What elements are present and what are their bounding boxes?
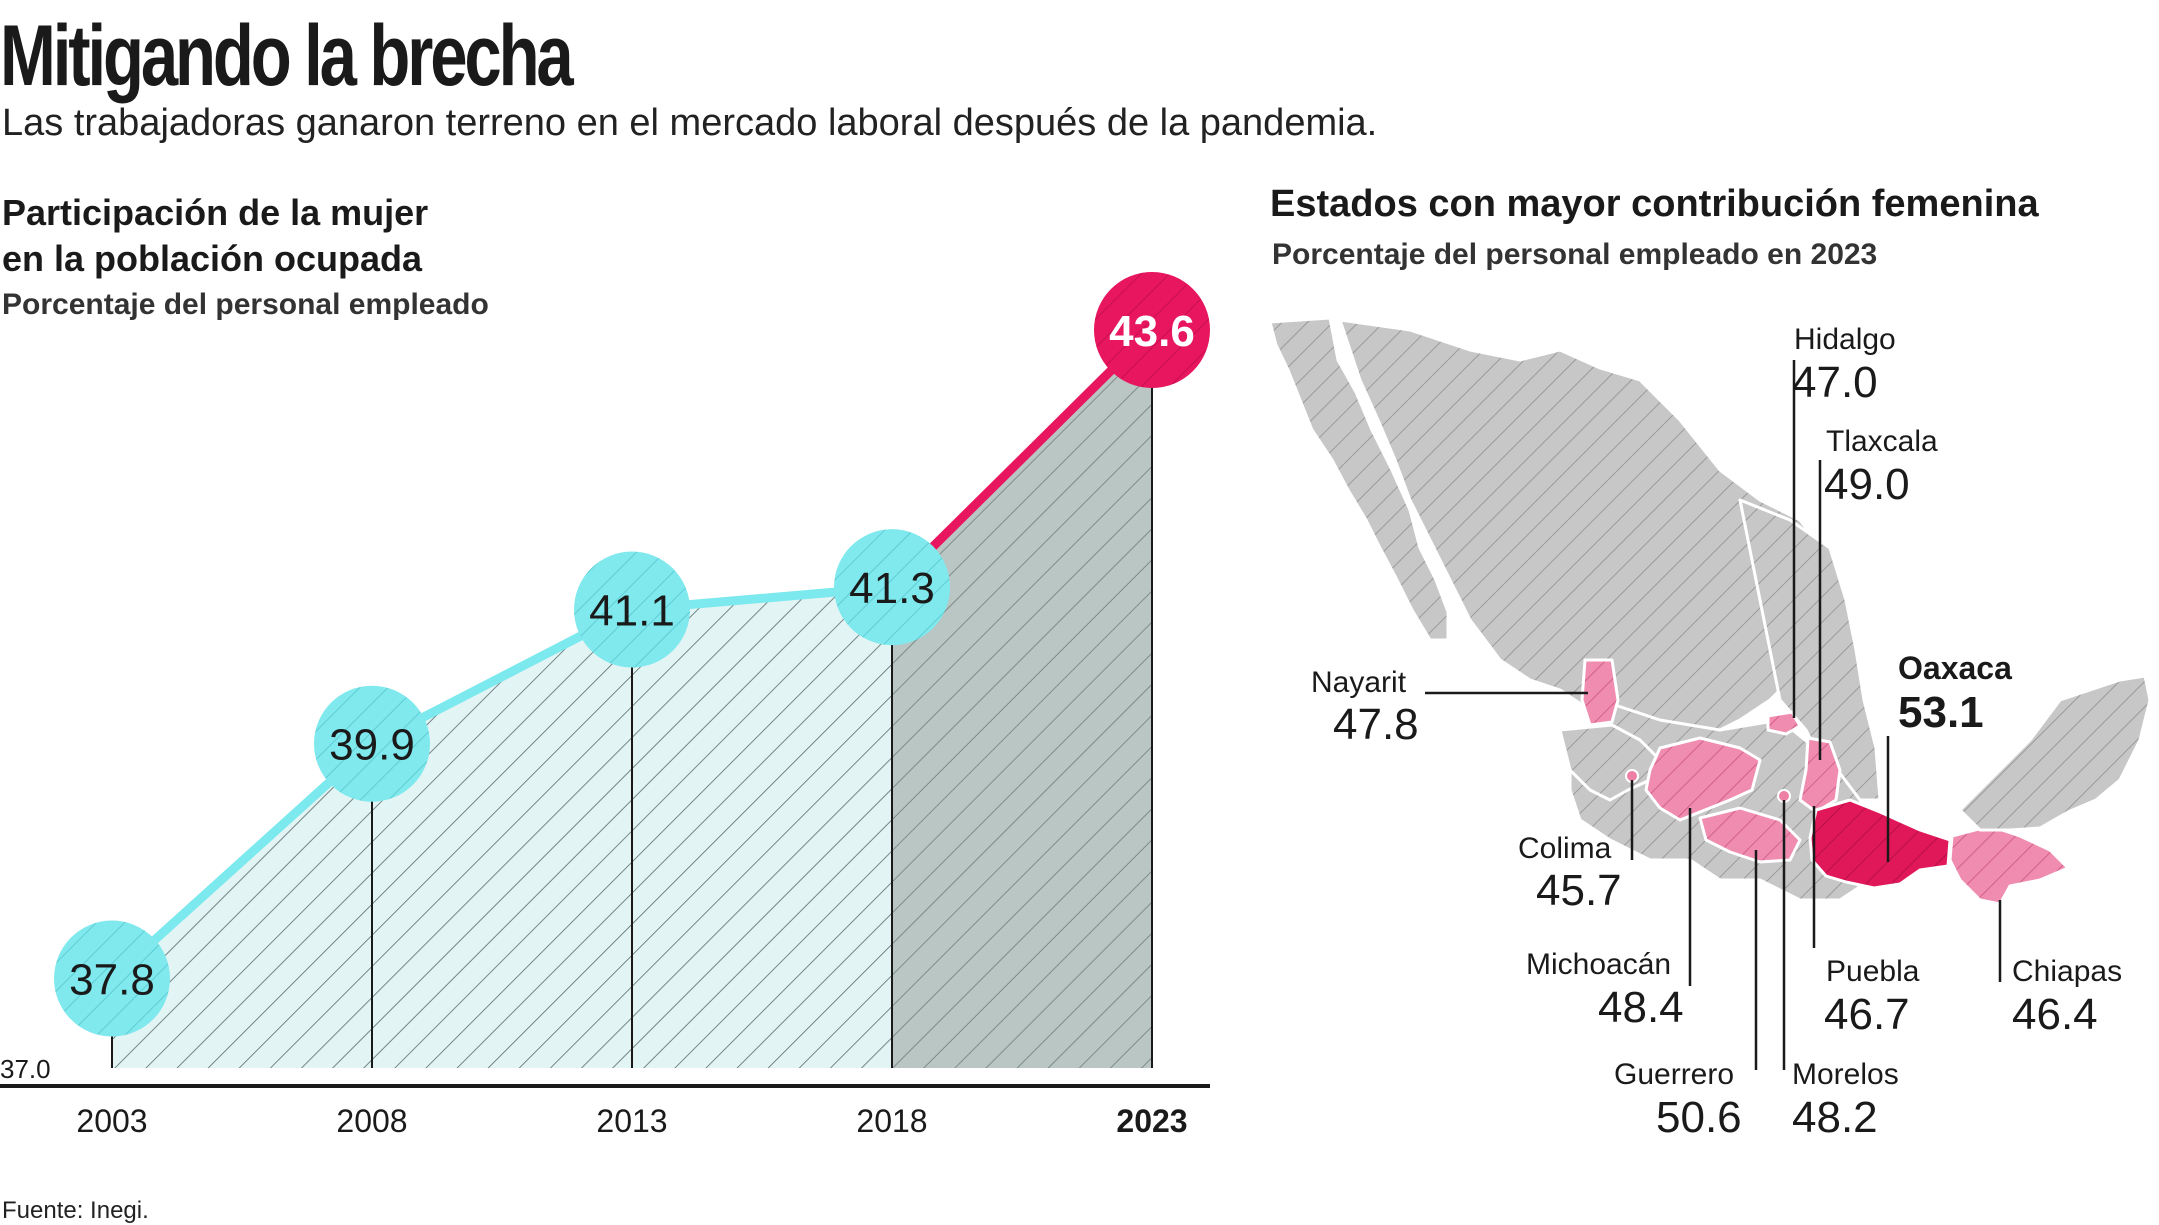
data-point-2013: [574, 551, 690, 668]
x-tick-2023: 2023: [1116, 1103, 1187, 1139]
data-label-2008: 39.9: [329, 721, 415, 770]
data-label-2013: 41.1: [589, 587, 675, 636]
label-oaxaca-value: 53.1: [1898, 688, 1984, 737]
label-puebla-name: Puebla: [1826, 955, 1920, 988]
label-nayarit-value: 47.8: [1333, 700, 1419, 749]
data-point-2008: [314, 685, 430, 802]
label-guerrero-value: 50.6: [1656, 1093, 1742, 1142]
area-light: [112, 587, 892, 1068]
data-label-2003: 37.8: [69, 956, 155, 1005]
source-note: Fuente: Inegi.: [2, 1197, 149, 1224]
data-point-2023: [1094, 272, 1210, 388]
page-subtitle: Las trabajadoras ganaron terreno en el m…: [2, 102, 1378, 144]
data-point-2018: [834, 529, 950, 646]
series-line-highlight: [888, 326, 1156, 591]
line-chart-title-line2: en la población ocupada: [2, 238, 423, 279]
map-landmass: [1268, 316, 2152, 906]
participation-chart: 37.0 37.8 39.9 41.1 41.3 43.6 2003 2008 2013 2018…: [0, 272, 1210, 1139]
map-state-puebla: [1798, 736, 1842, 814]
label-puebla-value: 46.7: [1824, 990, 1910, 1039]
x-tick-2013: 2013: [596, 1103, 667, 1139]
label-tlaxcala-value: 49.0: [1824, 460, 1910, 509]
map-region-east: [1738, 498, 1882, 802]
baseline-label: 37.0: [0, 1054, 51, 1084]
map-subtitle: Porcentaje del personal empleado en 2023: [1272, 238, 1878, 271]
map-title: Estados con mayor contribución femenina: [1270, 183, 2039, 225]
label-chiapas-value: 46.4: [2012, 990, 2098, 1039]
label-chiapas-name: Chiapas: [2012, 955, 2123, 988]
line-chart-title: Participación de la mujer en la població…: [2, 190, 428, 282]
map-state-michoacan: [1644, 736, 1762, 822]
data-point-2003: [54, 920, 170, 1037]
x-tick-2018: 2018: [856, 1103, 927, 1139]
label-tlaxcala-name: Tlaxcala: [1826, 425, 1938, 458]
map-region-yucatan: [1958, 674, 2152, 832]
label-michoacan-name: Michoacán: [1526, 948, 1672, 981]
map-state-morelos: [1777, 789, 1791, 803]
label-michoacan-value: 48.4: [1598, 983, 1684, 1032]
label-colima-name: Colima: [1518, 832, 1612, 865]
x-tick-2003: 2003: [76, 1103, 147, 1139]
data-label-2018: 41.3: [849, 564, 935, 613]
series-line: [108, 582, 893, 982]
label-nayarit-name: Nayarit: [1311, 666, 1407, 699]
x-tick-2008: 2008: [336, 1103, 407, 1139]
map-state-hidalgo: [1766, 710, 1802, 736]
line-chart-title-line1: Participación de la mujer: [2, 192, 429, 233]
map-state-nayarit: [1580, 658, 1620, 727]
line-chart-subtitle: Porcentaje del personal empleado: [2, 288, 489, 321]
data-label-2023: 43.6: [1109, 307, 1195, 356]
map-state-oaxaca: [1808, 798, 1952, 890]
area-highlight: [892, 330, 1152, 1068]
map-region-north: [1338, 318, 1842, 742]
map-state-guerrero: [1698, 806, 1802, 864]
label-morelos-name: Morelos: [1792, 1058, 1899, 1091]
label-hidalgo-name: Hidalgo: [1794, 323, 1896, 356]
label-guerrero-name: Guerrero: [1614, 1058, 1735, 1091]
label-oaxaca-name: Oaxaca: [1898, 650, 2012, 686]
label-morelos-value: 48.2: [1792, 1093, 1878, 1142]
map-state-colima: [1625, 769, 1639, 783]
map-region-baja: [1268, 316, 1450, 642]
label-hidalgo-value: 47.0: [1792, 358, 1878, 407]
page-title: Mitigando la brecha: [0, 8, 574, 104]
map-region-jalisco: [1558, 723, 1662, 802]
label-colima-value: 45.7: [1536, 866, 1622, 915]
map-state-chiapas: [1948, 824, 2070, 906]
